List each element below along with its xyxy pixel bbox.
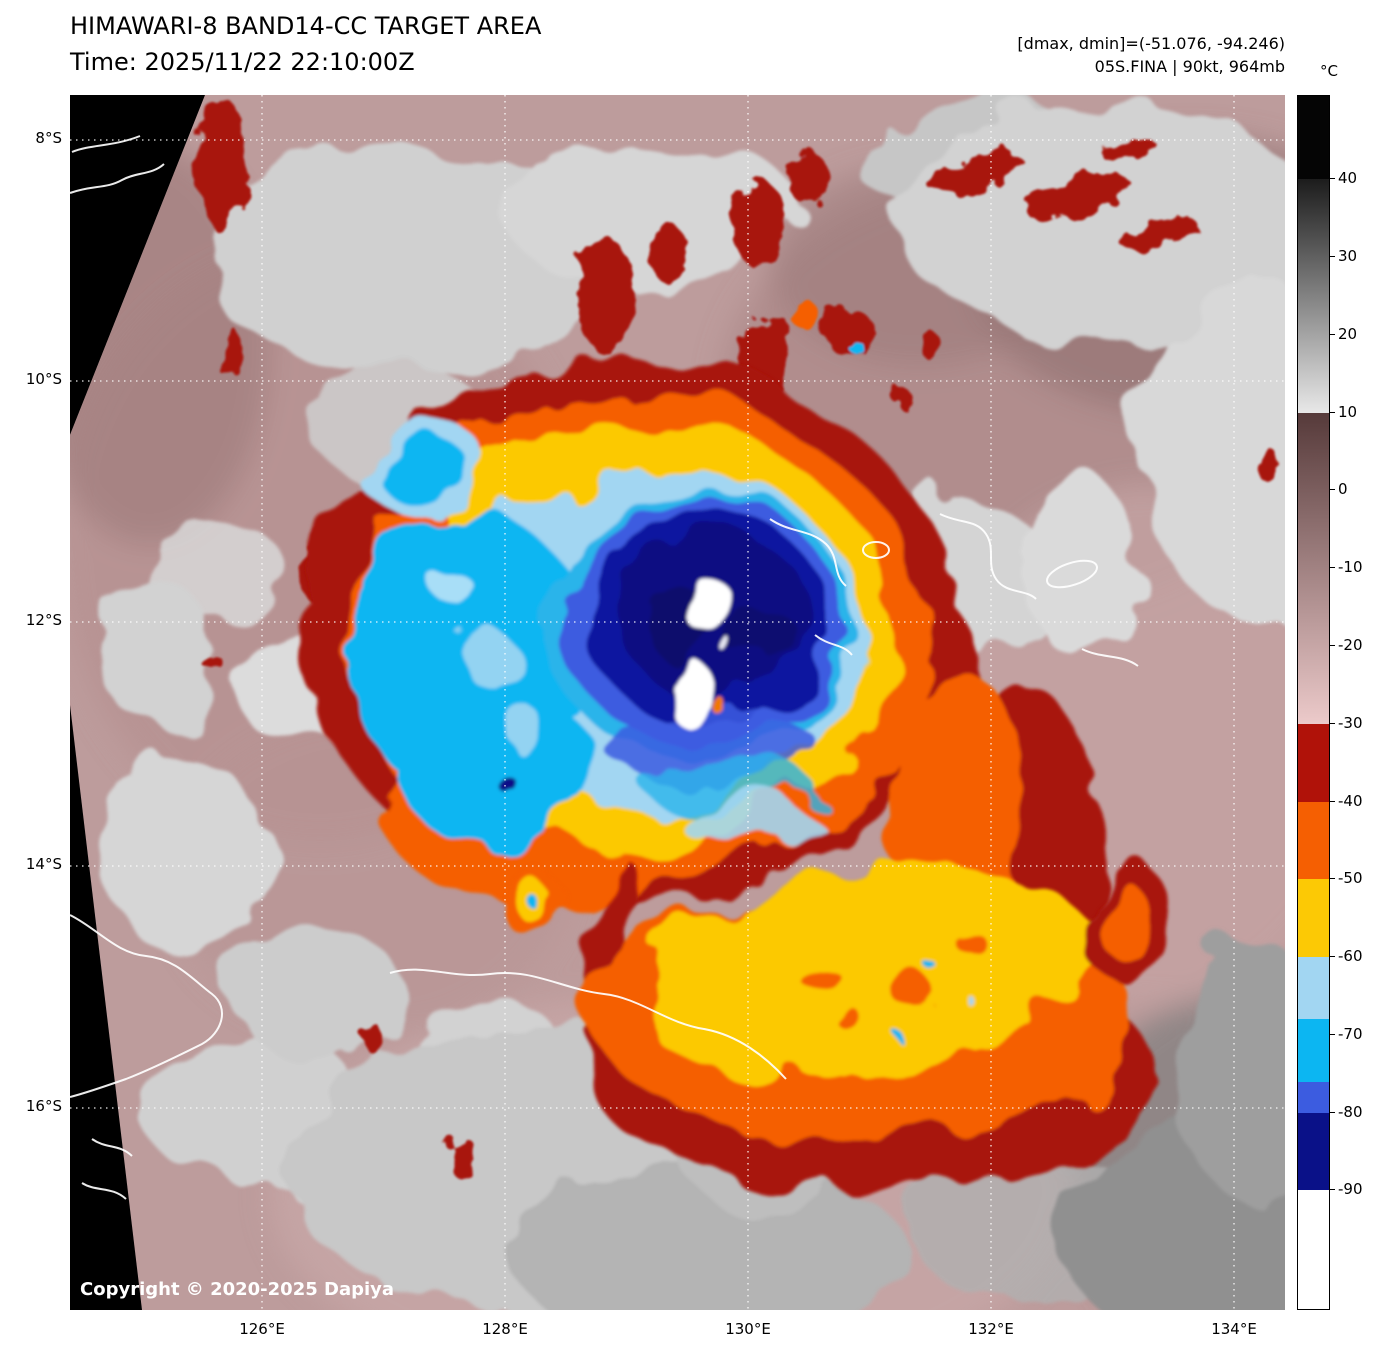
colorbar-tick-label: -10 (1338, 558, 1363, 577)
copyright-watermark: Copyright © 2020-2025 Dapiya (80, 1279, 395, 1300)
colorbar-tick-label: -60 (1338, 947, 1363, 966)
map-plot-area (70, 95, 1285, 1310)
colorbar-segment (1298, 879, 1329, 958)
data-swath (70, 95, 1285, 1310)
colorbar-tick-mark (1330, 878, 1335, 880)
colorbar-segment (1298, 957, 1329, 1020)
storm-id-intensity: 05S.FINA | 90kt, 964mb (1094, 57, 1285, 76)
lat-axis-label: 12°S (25, 611, 62, 629)
colorbar-tick-mark (1330, 644, 1335, 646)
lon-axis-label: 130°E (725, 1320, 771, 1338)
colorbar-tick-label: -30 (1338, 713, 1363, 732)
colorbar-tick-mark (1330, 178, 1335, 180)
colorbar (1297, 95, 1330, 1310)
colorbar-tick-label: -40 (1338, 791, 1363, 810)
colorbar-tick-label: -90 (1338, 1180, 1363, 1199)
colorbar-tick-label: 0 (1338, 480, 1348, 499)
lon-axis-label: 132°E (968, 1320, 1014, 1338)
colorbar-segment (1298, 801, 1329, 880)
overshooting-top (671, 573, 729, 621)
plot-timestamp: Time: 2025/11/22 22:10:00Z (70, 48, 415, 76)
colorbar-tick-label: 20 (1338, 324, 1358, 343)
lon-axis-label: 128°E (482, 1320, 528, 1338)
colorbar-segment (1298, 412, 1329, 725)
outer-rainband (504, 853, 1170, 1190)
colorbar-tick-mark (1330, 800, 1335, 802)
colorbar-tick-label: -50 (1338, 869, 1363, 888)
colorbar-unit-label: °C (1320, 62, 1338, 80)
colorbar-segment (1298, 723, 1329, 802)
cyclone (305, 358, 1092, 952)
colorbar-tick-label: 40 (1338, 169, 1358, 188)
plot-title: HIMAWARI-8 BAND14-CC TARGET AREA (70, 12, 542, 40)
colorbar-tick-label: -80 (1338, 1102, 1363, 1121)
colorbar-tick-mark (1330, 489, 1335, 491)
colorbar-tick-mark (1330, 411, 1335, 413)
colorbar-segment (1298, 1190, 1329, 1309)
colorbar-segment (1298, 1019, 1329, 1083)
cirrus-gray-layer (100, 95, 1285, 1310)
colorbar-tick-mark (1330, 567, 1335, 569)
colorbar-tick-mark (1330, 956, 1335, 958)
overshooting-top (661, 657, 713, 723)
colorbar-tick-label: 30 (1338, 247, 1358, 265)
colorbar-tick-label: -20 (1338, 635, 1363, 654)
colorbar-segment (1298, 1112, 1329, 1191)
coastlines (70, 135, 1139, 1200)
lat-axis-label: 14°S (25, 855, 62, 873)
colorbar-tick-label: -70 (1338, 1024, 1363, 1043)
colorbar-tick-mark (1330, 1033, 1335, 1035)
lat-axis-label: 8°S (35, 129, 62, 147)
lat-axis-label: 10°S (25, 370, 62, 388)
lon-axis-label: 126°E (239, 1320, 285, 1338)
colorbar-segment (1298, 96, 1329, 180)
dmax-dmin-readout: [dmax, dmin]=(-51.076, -94.246) (1017, 34, 1285, 53)
colorbar-tick-mark (1330, 1111, 1335, 1113)
lat-axis-label: 16°S (25, 1097, 62, 1115)
lon-axis-label: 134°E (1211, 1320, 1257, 1338)
colorbar-tick-mark (1330, 1189, 1335, 1191)
graticule-grid (70, 95, 1285, 1310)
colorbar-tick-label: 10 (1338, 402, 1358, 421)
colorbar-tick-mark (1330, 722, 1335, 724)
storm-info-block: [dmax, dmin]=(-51.076, -94.246) 05S.FINA… (1017, 32, 1285, 78)
pinhole-eye (712, 699, 728, 715)
satellite-ir-image (70, 95, 1285, 1310)
colorbar-segment (1298, 179, 1329, 414)
colorbar-tick-mark (1330, 333, 1335, 335)
colorbar-segment (1298, 1081, 1329, 1114)
colorbar-tick-mark (1330, 256, 1335, 257)
